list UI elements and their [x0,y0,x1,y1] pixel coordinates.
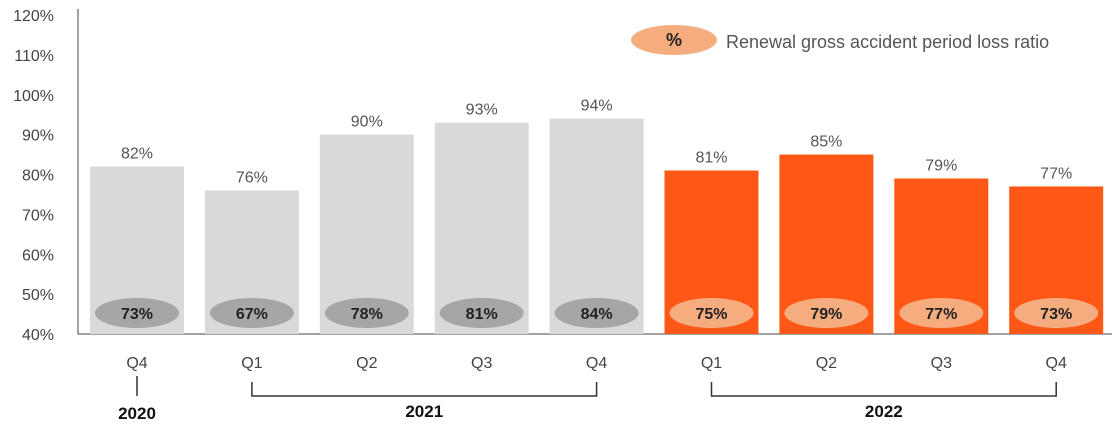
renewal-value-label: 73% [121,306,153,323]
renewal-value-label: 81% [466,306,498,323]
renewal-value-label: 79% [810,306,842,323]
renewal-value-label: 73% [1040,306,1072,323]
y-tick-label: 50% [22,287,54,304]
labels: 82% 73% Q4 76% 67% Q1 90% 78% Q2 93% 81% Q3 94% 84% Q4… [121,98,1072,372]
y-tick-label: 90% [22,128,54,145]
year-label: 2022 [865,402,903,421]
y-tick-label: 100% [13,88,54,105]
year-groups: 2020 2021 2022 [118,376,1057,423]
bar-value-label: 79% [925,157,957,174]
bar-value-label: 82% [121,146,153,163]
year-bracket [710,382,1057,397]
x-tick-label: Q3 [931,355,952,372]
y-tick-label: 110% [14,48,54,65]
legend: % Renewal gross accident period loss rat… [631,25,1049,55]
renewal-oval [554,298,639,328]
bar-value-label: 81% [695,150,727,167]
x-tick-label: Q2 [816,355,837,372]
renewal-oval [899,298,984,328]
x-tick-label: Q4 [586,355,607,372]
bar-value-label: 94% [581,98,613,115]
bar-value-label: 85% [810,134,842,151]
y-tick-label: 120% [13,8,54,25]
x-tick-label: Q1 [701,355,722,372]
renewal-value-label: 84% [581,306,613,323]
x-tick-label: Q2 [356,355,377,372]
year-label: 2021 [405,402,443,421]
x-tick-label: Q1 [241,355,262,372]
y-tick-label: 80% [22,168,54,185]
renewal-oval [1014,298,1099,328]
renewal-value-label: 75% [695,306,727,323]
renewal-value-label: 67% [236,306,268,323]
renewal-oval [669,298,754,328]
year-bracket [251,382,598,397]
x-tick-label: Q3 [471,355,492,372]
x-tick-label: Q4 [126,355,147,372]
x-tick-label: Q4 [1046,355,1067,372]
bar-value-label: 93% [466,102,498,119]
bar-value-label: 77% [1040,165,1072,182]
y-tick-label: 70% [22,207,54,224]
legend-label: Renewal gross accident period loss ratio [726,32,1049,52]
renewal-value-label: 78% [351,306,383,323]
legend-symbol: % [666,30,682,50]
y-tick-label: 60% [22,247,54,264]
bar-value-label: 90% [351,114,383,131]
renewal-oval [209,298,294,328]
bar-value-label: 76% [236,169,268,186]
legend-swatch [631,25,717,55]
renewal-oval [784,298,869,328]
renewal-oval [95,298,179,328]
renewal-oval [324,298,409,328]
renewal-oval [439,298,524,328]
year-label: 2020 [118,404,156,423]
y-tick-label: 40% [22,327,54,344]
bars [90,118,1104,334]
renewal-value-label: 77% [925,306,957,323]
